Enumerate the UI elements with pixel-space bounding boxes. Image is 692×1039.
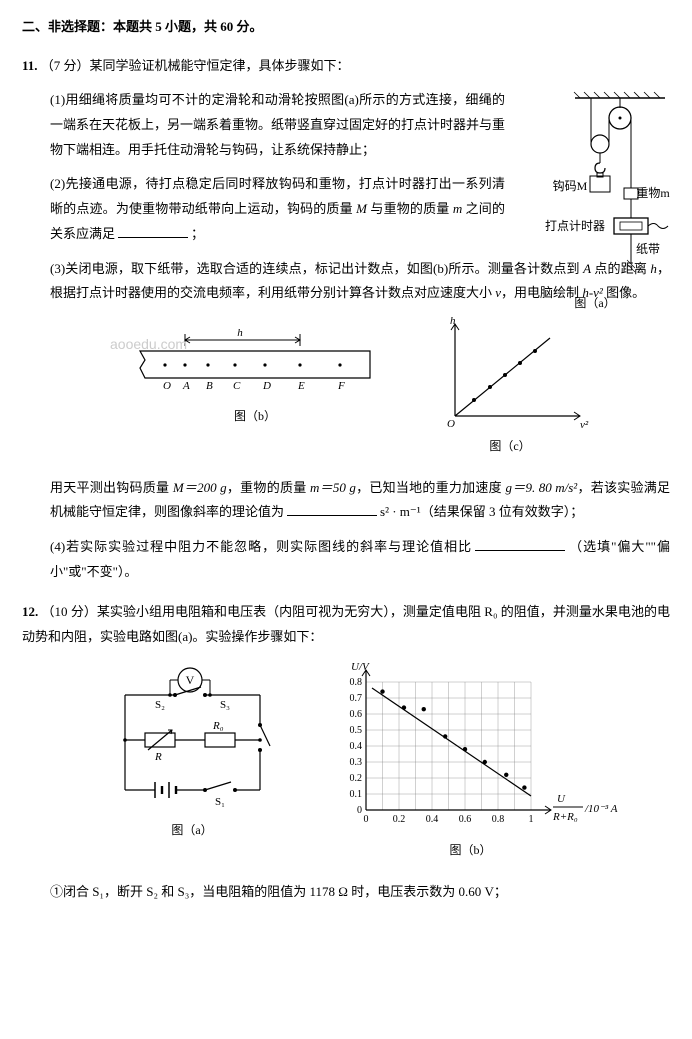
svg-text:F: F: [337, 380, 345, 392]
svg-text:0.5: 0.5: [349, 725, 362, 736]
svg-text:R+R₀: R+R₀: [552, 811, 578, 823]
circuit-svg: V S₂ S₃: [100, 660, 285, 815]
svg-text:A: A: [182, 380, 190, 392]
svg-text:1: 1: [528, 814, 533, 825]
q11-sub2-M: M: [356, 201, 367, 216]
q11-sub1-text: 用细绳将质量均可不计的定滑轮和动滑轮按照图(a)所示的方式连接，细绳的一端系在天…: [50, 92, 505, 156]
uv-chart-svg: U/V U R+R₀ /10⁻³ A 0 0.1 0.2 0.3 0.4 0.5 0.6 0.…: [321, 660, 621, 835]
af-t2: ，重物的质量: [227, 480, 310, 495]
hv2-ylabel: h: [450, 316, 456, 327]
svg-text:/10⁻³ A: /10⁻³ A: [584, 803, 618, 815]
q11-sub3-t2: 点的距离: [591, 261, 650, 276]
q11-sub3-t1: 关闭电源，取下纸带，选取合适的连续点，标记出计数点，如图(b)所示。测量各计数点…: [65, 261, 583, 276]
svg-text:O: O: [447, 418, 455, 430]
svg-text:0.3: 0.3: [349, 757, 362, 768]
af-t3: ，已知当地的重力加速度: [356, 480, 506, 495]
hv2-xlabel: v²: [580, 419, 589, 431]
svg-text:R₀: R₀: [212, 720, 224, 732]
problem-12: 12. （10 分）某实验小组用电阻箱和电压表（内阻可视为无穷大），测量定值电阻…: [22, 600, 670, 904]
q11-sub4: (4)若实际实验过程中阻力不能忽略，则实际图线的斜率与理论值相比（选填"偏大""…: [50, 535, 670, 584]
q11-sub4-t1: 若实际实验过程中阻力不能忽略，则实际图线的斜率与理论值相比: [65, 539, 472, 554]
svg-text:S₁: S₁: [215, 796, 225, 808]
svg-text:0.4: 0.4: [349, 741, 362, 752]
q12-fig-a-caption: 图（a）: [100, 819, 285, 842]
q11-sub4-blank: [475, 538, 565, 551]
q11-sub2-t2: 与重物的质量: [367, 201, 453, 216]
q11-sub2-blank: [118, 225, 188, 238]
svg-text:0: 0: [357, 805, 362, 816]
q12-fig-b-caption: 图（b）: [321, 839, 621, 862]
af-tail: （结果保留 3 位有效数字）；: [421, 504, 584, 519]
q12-text: （10 分）某实验小组用电阻箱和电压表（内阻可视为无穷大），测量定值电阻 R₀ …: [22, 604, 670, 644]
q11-text: （7 分）某同学验证机械能守恒定律，具体步骤如下：: [41, 58, 350, 73]
svg-text:U: U: [557, 793, 566, 805]
q11-sub1: (1)用细绳将质量均可不计的定滑轮和动滑轮按照图(a)所示的方式连接，细绳的一端…: [50, 88, 670, 162]
tape-svg: O A B C D E F h: [130, 316, 380, 401]
q11-sub2-semi: ；: [191, 226, 204, 241]
q12-figure-b: U/V U R+R₀ /10⁻³ A 0 0.1 0.2 0.3 0.4 0.5 0.6 0.…: [321, 660, 621, 862]
af-eq2: m＝50 g: [310, 480, 356, 495]
svg-text:U/V: U/V: [351, 661, 370, 673]
svg-text:0.2: 0.2: [392, 814, 405, 825]
q11-sub3: (3)关闭电源，取下纸带，选取合适的连续点，标记出计数点，如图(b)所示。测量各…: [50, 257, 670, 306]
svg-text:D: D: [262, 380, 271, 392]
af-t1: 用天平测出钩码质量: [50, 480, 173, 495]
svg-text:B: B: [206, 380, 213, 392]
q11-figure-b: O A B C D E F h 图（b）: [130, 316, 380, 458]
svg-text:V: V: [185, 673, 194, 687]
fig-c-caption: 图（c）: [430, 435, 590, 458]
q11-sub2-m: m: [453, 201, 462, 216]
q12-num: 12.: [22, 604, 42, 619]
svg-text:S₃: S₃: [220, 699, 230, 711]
af-unit: s² · m⁻¹: [380, 504, 421, 519]
q11-sub2-lbl: (2): [50, 176, 65, 191]
fig-b-caption: 图（b）: [130, 405, 380, 428]
svg-text:R: R: [154, 751, 162, 763]
q11-header: 11. （7 分）某同学验证机械能守恒定律，具体步骤如下：: [22, 54, 670, 79]
svg-text:0.8: 0.8: [349, 677, 362, 688]
svg-text:0.2: 0.2: [349, 773, 362, 784]
svg-text:0: 0: [363, 814, 368, 825]
svg-text:0.1: 0.1: [349, 789, 362, 800]
q11-sub1-lbl: (1): [50, 92, 65, 107]
af-eq1: M＝200 g: [173, 480, 227, 495]
q12-step1: ①闭合 S₁，断开 S₂ 和 S₃，当电阻箱的阻值为 1178 Ω 时，电压表示…: [50, 880, 670, 905]
q11-sub2: (2)先接通电源，待打点稳定后同时释放钩码和重物，打点计时器打出一系列清晰的点迹…: [50, 172, 670, 246]
svg-text:S₂: S₂: [155, 699, 165, 711]
svg-text:0.4: 0.4: [425, 814, 438, 825]
svg-text:0.7: 0.7: [349, 693, 362, 704]
q11-sub3-t5: 图像。: [603, 285, 645, 300]
q11-sub3-t4: ，用电脑绘制: [501, 285, 582, 300]
q11-figure-c: h v² O 图（c）: [430, 316, 590, 458]
svg-text:O: O: [163, 380, 171, 392]
svg-text:C: C: [233, 380, 241, 392]
q11-num: 11.: [22, 58, 41, 73]
hv2-chart-svg: h v² O: [430, 316, 590, 431]
af-eq3: g＝9. 80 m/s²: [505, 480, 577, 495]
tape-h-label: h: [237, 327, 243, 339]
q12-fig-row: V S₂ S₃: [50, 660, 670, 862]
svg-text:0.6: 0.6: [349, 709, 362, 720]
af-blank: [287, 503, 377, 516]
q12-header: 12. （10 分）某实验小组用电阻箱和电压表（内阻可视为无穷大），测量定值电阻…: [22, 600, 670, 649]
section-header-text: 二、非选择题：本题共 5 小题，共 60 分。: [22, 19, 263, 34]
problem-11: 11. （7 分）某同学验证机械能守恒定律，具体步骤如下：: [22, 54, 670, 585]
q11-after-figs: 用天平测出钩码质量 M＝200 g，重物的质量 m＝50 g，已知当地的重力加速…: [50, 476, 670, 525]
q11-sub4-lbl: (4): [50, 539, 65, 554]
svg-text:0.8: 0.8: [491, 814, 504, 825]
svg-text:0.6: 0.6: [458, 814, 471, 825]
q12-step1-text: ①闭合 S₁，断开 S₂ 和 S₃，当电阻箱的阻值为 1178 Ω 时，电压表示…: [50, 884, 507, 899]
q11-fig-row: aooedu.com O A B C D E F: [50, 316, 670, 458]
q11-sub3-lbl: (3): [50, 261, 65, 276]
svg-text:E: E: [297, 380, 305, 392]
q11-sub3-hv2: h-v²: [582, 285, 603, 300]
q12-figure-a: V S₂ S₃: [100, 660, 285, 862]
section-header: 二、非选择题：本题共 5 小题，共 60 分。: [22, 15, 670, 40]
q11-sub3-A: A: [583, 261, 591, 276]
